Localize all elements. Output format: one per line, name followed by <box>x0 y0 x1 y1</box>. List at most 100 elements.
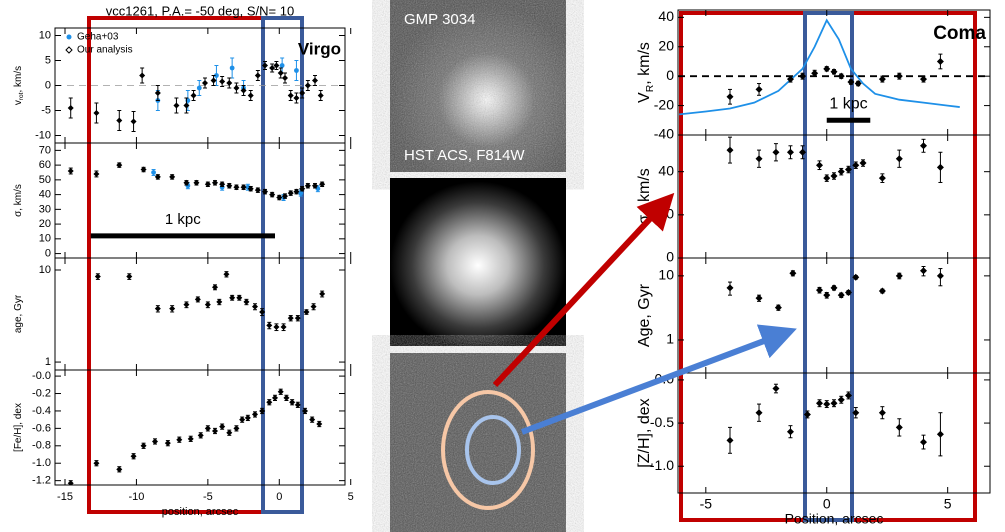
y-label-text: , km/s <box>636 42 653 85</box>
data-point <box>248 93 254 99</box>
panel <box>68 389 323 486</box>
y-label-text: [Fe/H], dex <box>13 403 24 452</box>
y-tick-label: -0.4 <box>32 405 51 417</box>
data-point <box>920 267 927 274</box>
y-tick-label: -1.2 <box>32 475 51 487</box>
data-point <box>93 110 99 116</box>
galaxy-images: GMP 3034 HST ACS, F814W <box>390 0 566 532</box>
legend-marker <box>66 47 72 53</box>
inner-box <box>805 13 852 520</box>
data-point <box>229 295 235 301</box>
data-point <box>879 409 886 416</box>
data-point <box>193 180 199 186</box>
error-bar <box>660 174 664 209</box>
y-tick-label: 10 <box>39 233 51 245</box>
legend-label: Geha+03 <box>77 32 119 43</box>
legend-marker <box>67 35 72 40</box>
y-tick-label: 10 <box>39 29 51 41</box>
y-axis-label: Age, Gyr <box>636 283 653 347</box>
data-point <box>727 284 734 291</box>
data-point <box>838 73 845 80</box>
data-point <box>116 162 122 168</box>
data-point <box>230 66 235 71</box>
data-point <box>68 168 74 174</box>
data-point <box>293 95 299 101</box>
data-point <box>219 79 225 85</box>
y-tick-label: 70 <box>39 144 51 156</box>
data-point <box>183 302 189 308</box>
x-tick-label: -5 <box>203 491 213 503</box>
data-point <box>188 436 194 442</box>
data-point <box>831 400 838 407</box>
y-tick-label: 40 <box>39 189 51 201</box>
data-point <box>756 295 763 302</box>
data-point <box>278 389 284 395</box>
data-point <box>243 299 249 305</box>
data-point <box>95 273 101 279</box>
data-point <box>312 78 318 84</box>
data-point <box>937 272 944 279</box>
y-tick-label: 60 <box>39 159 51 171</box>
data-point <box>141 167 147 173</box>
data-point <box>756 409 763 416</box>
y-tick-label: -10 <box>35 129 51 141</box>
data-point <box>169 306 175 312</box>
data-point <box>205 425 211 431</box>
data-point <box>141 443 147 449</box>
figure: GMP 3034 HST ACS, F814W -10-50510vrot, k… <box>0 0 1005 532</box>
data-point <box>116 118 122 124</box>
data-point <box>831 284 838 291</box>
data-point <box>920 142 927 149</box>
data-point <box>173 103 179 109</box>
data-point <box>305 183 311 189</box>
y-label-text: , km/s <box>636 168 653 211</box>
y-tick-label: -20 <box>654 96 674 112</box>
inner-box <box>263 18 302 512</box>
data-point <box>896 155 903 162</box>
x-axis-label: position, arcsec <box>162 506 239 518</box>
annotation: Virgo <box>298 39 341 58</box>
data-point <box>155 90 161 96</box>
x-tick-label: 5 <box>348 491 354 503</box>
y-tick-label: 0 <box>45 79 51 91</box>
data-point <box>255 187 261 193</box>
data-point <box>282 75 288 81</box>
data-point <box>879 288 886 295</box>
data-point <box>823 292 830 299</box>
data-point <box>252 304 258 310</box>
y-axis-label: [Z/H], dex <box>636 398 653 467</box>
y-tick-label: 50 <box>39 174 51 186</box>
y-tick-label: -0.5 <box>650 414 674 430</box>
data-point <box>838 292 845 299</box>
data-point <box>116 466 122 472</box>
data-point <box>205 302 211 308</box>
data-point <box>255 73 261 79</box>
data-point <box>226 430 232 436</box>
data-line <box>679 20 960 114</box>
y-label-text: , km/s <box>13 66 24 93</box>
data-point <box>236 295 242 301</box>
panel <box>659 137 944 208</box>
data-point <box>311 304 317 310</box>
data-point <box>920 439 927 446</box>
y-label-text: age, Gyr <box>13 294 24 333</box>
data-point <box>316 421 322 427</box>
data-point <box>223 271 229 277</box>
data-point <box>756 155 763 162</box>
image-label: GMP 3034 <box>404 11 475 28</box>
data-point <box>126 273 132 279</box>
data-point <box>896 272 903 279</box>
data-point <box>233 425 239 431</box>
data-point <box>727 93 734 100</box>
data-point <box>131 453 137 459</box>
data-point <box>239 417 245 423</box>
y-tick-label: 5 <box>45 54 51 66</box>
data-point <box>309 417 315 423</box>
x-tick-label: 0 <box>276 491 282 503</box>
y-tick-label: 10 <box>658 267 674 283</box>
data-point <box>816 287 823 294</box>
data-point <box>272 395 278 401</box>
y-tick-label: 0 <box>45 247 51 259</box>
y-axis-label: VR, km/s <box>636 42 655 103</box>
y-tick-label: 0 <box>666 67 674 83</box>
